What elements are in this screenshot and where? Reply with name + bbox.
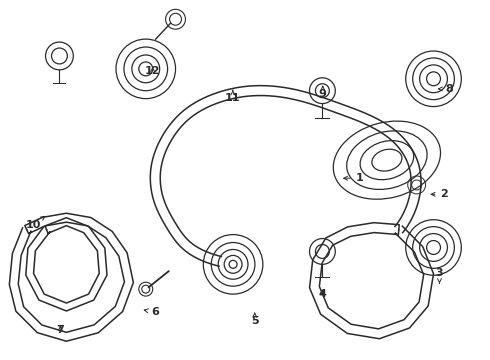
Text: 3: 3	[436, 268, 443, 283]
Text: 1: 1	[343, 173, 363, 183]
Text: 2: 2	[431, 189, 448, 199]
Text: 12: 12	[145, 66, 160, 76]
Text: 6: 6	[144, 307, 159, 317]
Text: 4: 4	[319, 289, 327, 299]
Text: 7: 7	[56, 325, 64, 335]
Text: 5: 5	[251, 313, 259, 326]
Text: 8: 8	[439, 84, 453, 94]
Text: 10: 10	[26, 216, 45, 230]
Text: 11: 11	[225, 90, 241, 103]
Text: 9: 9	[319, 86, 327, 99]
